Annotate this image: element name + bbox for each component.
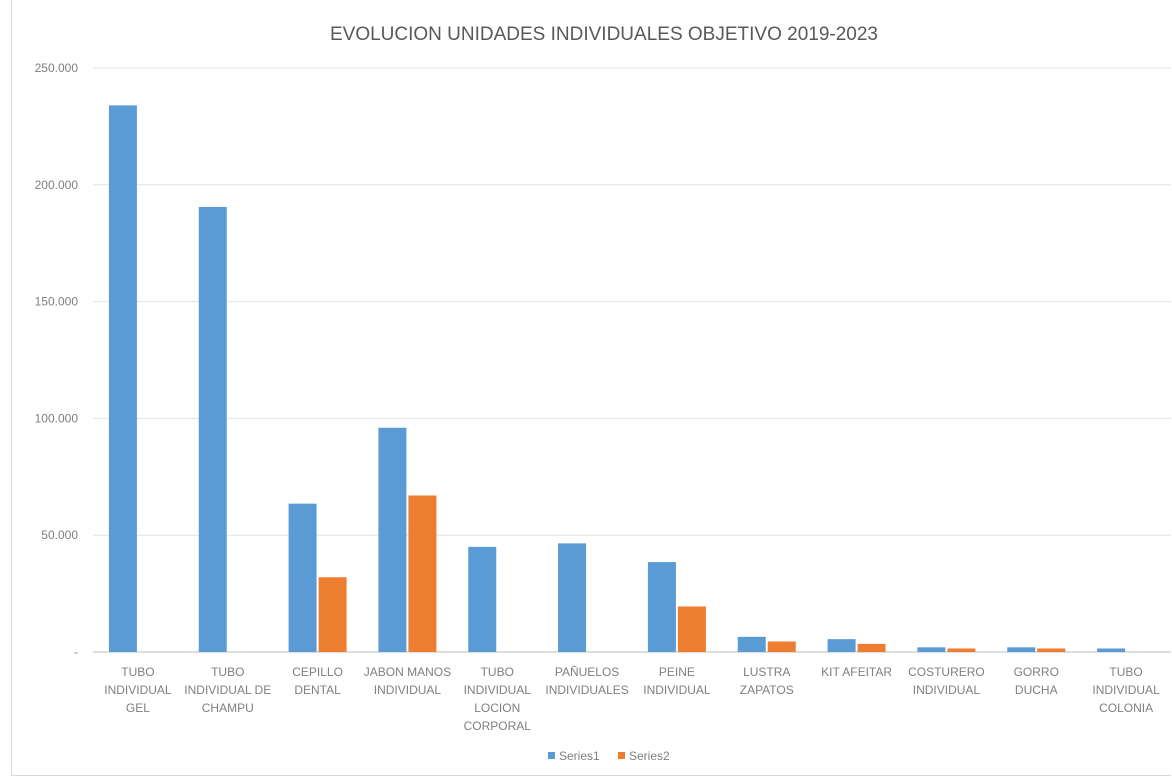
x-tick-label: JABON MANOS INDIVIDUAL: [364, 665, 451, 697]
bar-series1: [468, 546, 497, 652]
x-tick-label: TUBO INDIVIDUAL GEL: [104, 665, 172, 715]
x-tick-label: TUBO INDIVIDUAL DE CHAMPU: [184, 665, 271, 715]
x-tick-label: TUBO INDIVIDUAL LOCION CORPORAL: [464, 665, 532, 733]
bar-series1: [378, 427, 407, 652]
bar-series2: [677, 606, 706, 652]
bar-series1: [198, 206, 227, 652]
bar-series1: [737, 636, 766, 652]
y-tick-label: 200.000: [35, 178, 79, 192]
chart-frame: EVOLUCION UNIDADES INDIVIDUALES OBJETIVO…: [11, 0, 1171, 776]
bar-chart: EVOLUCION UNIDADES INDIVIDUALES OBJETIVO…: [35, 24, 1171, 763]
x-tick-label: KIT AFEITAR: [821, 665, 892, 679]
y-tick-label: 250.000: [35, 61, 79, 75]
bar-series2: [857, 643, 886, 652]
bars: [108, 105, 1126, 653]
x-tick-label: LUSTRA ZAPATOS: [740, 665, 794, 697]
x-tick-label: PEINE INDIVIDUAL: [643, 665, 711, 697]
gridlines: [93, 67, 1171, 653]
chart-title: EVOLUCION UNIDADES INDIVIDUALES OBJETIVO…: [330, 24, 878, 45]
y-tick-label: 100.000: [35, 411, 79, 425]
legend-label: Series1: [559, 749, 600, 763]
legend-swatch-series2: [618, 752, 625, 759]
legend: Series1 Series2: [548, 749, 670, 763]
legend-label: Series2: [629, 749, 670, 763]
x-tick-label: GORRO DUCHA: [1014, 665, 1059, 697]
bar-series2: [408, 495, 437, 652]
y-tick-label: -: [74, 645, 78, 659]
bar-series2: [947, 648, 976, 652]
legend-swatch-series1: [548, 752, 555, 759]
y-axis: - 50.000 100.000 150.000 200.000 250.000: [35, 61, 79, 659]
bar-series1: [917, 647, 946, 652]
x-tick-label: PAÑUELOS INDIVIDUALES: [545, 665, 628, 697]
bar-series1: [827, 639, 856, 652]
bar-series1: [558, 543, 587, 652]
bar-series1: [1007, 647, 1036, 652]
x-tick-label: CEPILLO DENTAL: [292, 665, 343, 697]
bar-series1: [288, 503, 317, 652]
y-tick-label: 50.000: [41, 528, 78, 542]
bar-series2: [318, 577, 347, 652]
bar-series2: [1037, 648, 1066, 652]
y-tick-label: 150.000: [35, 295, 79, 309]
bar-series1: [647, 562, 676, 652]
bar-series1: [1097, 648, 1126, 652]
bar-series2: [767, 641, 796, 652]
x-tick-label: TUBO INDIVIDUAL COLONIA: [1092, 665, 1160, 715]
bar-series1: [108, 105, 137, 653]
x-tick-label: COSTURERO INDIVIDUAL: [908, 665, 985, 697]
